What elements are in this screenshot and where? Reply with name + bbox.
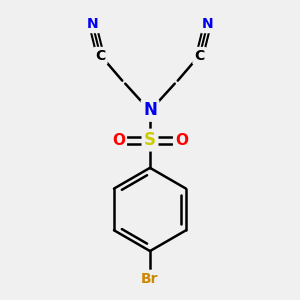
Text: N: N: [143, 101, 157, 119]
Text: O: O: [112, 133, 125, 148]
Text: N: N: [87, 17, 98, 31]
Text: C: C: [95, 49, 106, 63]
Text: N: N: [202, 17, 213, 31]
Text: O: O: [175, 133, 188, 148]
Text: C: C: [194, 49, 205, 63]
Text: S: S: [144, 131, 156, 149]
Text: Br: Br: [141, 272, 159, 286]
